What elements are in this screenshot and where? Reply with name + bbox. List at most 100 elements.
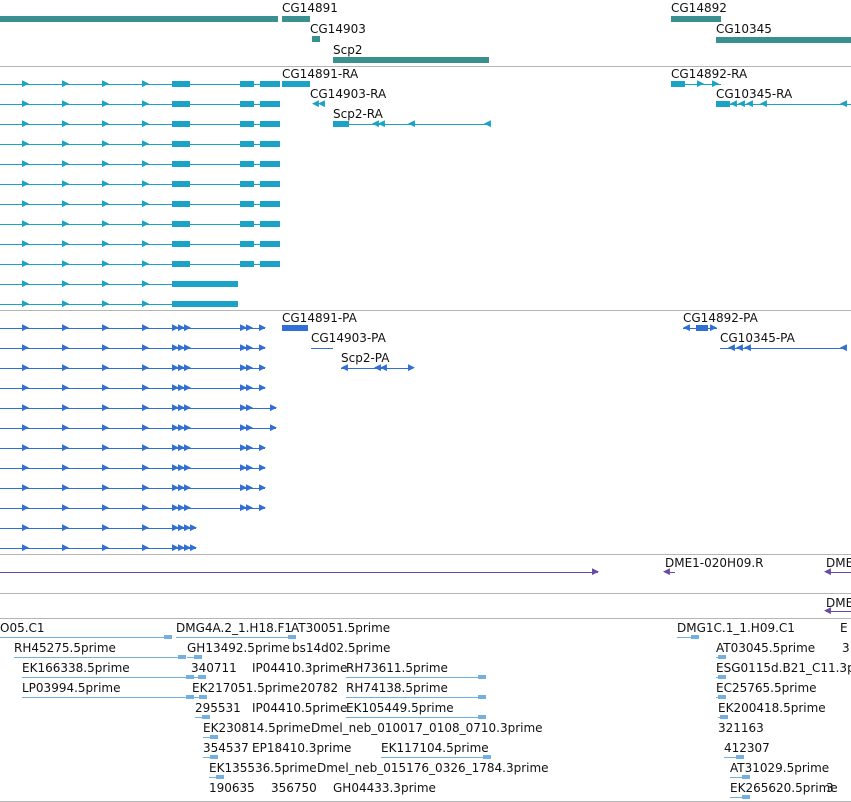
arrow-right-icon: ▶: [102, 239, 109, 249]
exon-block[interactable]: [240, 241, 254, 247]
exon-block[interactable]: [240, 81, 254, 87]
est-block[interactable]: [198, 675, 206, 679]
gene-bar[interactable]: [282, 16, 310, 22]
feature-label: AT03045.5prime: [716, 641, 816, 655]
exon-block[interactable]: [190, 281, 238, 287]
exon-block[interactable]: [716, 101, 730, 107]
exon-block[interactable]: [240, 221, 254, 227]
gene-bar[interactable]: [0, 16, 278, 22]
exon-block[interactable]: [172, 101, 190, 107]
exon-block[interactable]: [260, 121, 280, 127]
est-block[interactable]: [164, 635, 172, 639]
est-block[interactable]: [186, 695, 194, 699]
exon-block[interactable]: [260, 221, 280, 227]
feature-label: Dmel_neb_010017_0108_0710.3prime: [311, 721, 543, 735]
arrow-right-icon: ▶: [102, 79, 109, 89]
est-block[interactable]: [742, 795, 750, 799]
est-block[interactable]: [736, 755, 744, 759]
exon-block[interactable]: [696, 325, 708, 331]
est-block[interactable]: [210, 755, 218, 759]
exon-block[interactable]: [172, 221, 190, 227]
exon-block[interactable]: [282, 81, 310, 87]
arrow-right-icon: ▶: [178, 543, 185, 553]
est-block[interactable]: [478, 675, 486, 679]
exon-block[interactable]: [172, 141, 190, 147]
arrow-right-icon: ▶: [184, 463, 191, 473]
est-block[interactable]: [483, 755, 491, 759]
arrow-left-icon: ◀: [840, 343, 847, 353]
arrow-right-icon: ▶: [178, 463, 185, 473]
exon-block[interactable]: [282, 325, 308, 331]
exon-block[interactable]: [240, 181, 254, 187]
est-block[interactable]: [210, 735, 218, 739]
gene-bar[interactable]: [716, 37, 851, 43]
arrow-right-icon: ▶: [172, 343, 179, 353]
exon-block[interactable]: [260, 161, 280, 167]
exon-block[interactable]: [172, 281, 190, 287]
feature-label: 356750: [271, 781, 317, 795]
exon-block[interactable]: [260, 181, 280, 187]
intron-line: [0, 144, 280, 145]
exon-block[interactable]: [190, 301, 238, 307]
exon-block[interactable]: [260, 241, 280, 247]
exon-block[interactable]: [172, 161, 190, 167]
arrow-right-icon: ▶: [592, 567, 599, 577]
exon-block[interactable]: [172, 301, 190, 307]
est-block[interactable]: [288, 635, 296, 639]
exon-block[interactable]: [260, 261, 280, 267]
exon-block[interactable]: [172, 121, 190, 127]
arrow-left-icon: ◀: [312, 99, 319, 109]
feature-label: 3: [826, 781, 834, 795]
exon-block[interactable]: [240, 141, 254, 147]
gene-bar[interactable]: [312, 36, 320, 42]
est-block[interactable]: [718, 655, 726, 659]
est-block[interactable]: [478, 695, 486, 699]
feature-label: O05.C1: [0, 621, 45, 635]
feature-label: 354537: [203, 741, 249, 755]
gene-bar[interactable]: [333, 57, 489, 63]
feature-label: RH74138.5prime: [346, 681, 448, 695]
exon-block[interactable]: [172, 201, 190, 207]
exon-block[interactable]: [240, 261, 254, 267]
est-block[interactable]: [178, 655, 186, 659]
exon-block[interactable]: [172, 181, 190, 187]
arrow-right-icon: ▶: [62, 259, 69, 269]
exon-block[interactable]: [333, 121, 349, 127]
arrow-right-icon: ▶: [240, 343, 247, 353]
est-block[interactable]: [216, 775, 224, 779]
exon-block[interactable]: [240, 121, 254, 127]
est-block[interactable]: [720, 715, 728, 719]
est-block[interactable]: [202, 715, 210, 719]
exon-block[interactable]: [260, 101, 280, 107]
arrow-right-icon: ▶: [62, 503, 69, 513]
arrow-right-icon: ▶: [259, 503, 266, 513]
est-block[interactable]: [186, 675, 194, 679]
exon-block[interactable]: [260, 81, 280, 87]
est-block[interactable]: [691, 635, 699, 639]
est-block[interactable]: [742, 775, 750, 779]
est-block[interactable]: [194, 655, 202, 659]
gene-bar[interactable]: [671, 16, 721, 22]
exon-block[interactable]: [240, 201, 254, 207]
exon-block[interactable]: [172, 241, 190, 247]
est-block[interactable]: [478, 715, 486, 719]
exon-block[interactable]: [260, 141, 280, 147]
exon-block[interactable]: [260, 201, 280, 207]
est-block[interactable]: [718, 675, 726, 679]
arrow-right-icon: ▶: [190, 523, 197, 533]
arrow-right-icon: ▶: [102, 139, 109, 149]
est-block[interactable]: [199, 695, 207, 699]
intron-line: [0, 284, 238, 285]
intron-line: [341, 368, 413, 369]
exon-block[interactable]: [172, 261, 190, 267]
exon-block[interactable]: [172, 81, 190, 87]
est-block[interactable]: [718, 695, 726, 699]
arrow-right-icon: ▶: [142, 119, 149, 129]
exon-block[interactable]: [240, 101, 254, 107]
arrow-right-icon: ▶: [178, 503, 185, 513]
exon-block[interactable]: [671, 81, 685, 87]
arrow-right-icon: ▶: [62, 219, 69, 229]
arrow-right-icon: ▶: [172, 383, 179, 393]
arrow-right-icon: ▶: [22, 483, 29, 493]
exon-block[interactable]: [240, 161, 254, 167]
